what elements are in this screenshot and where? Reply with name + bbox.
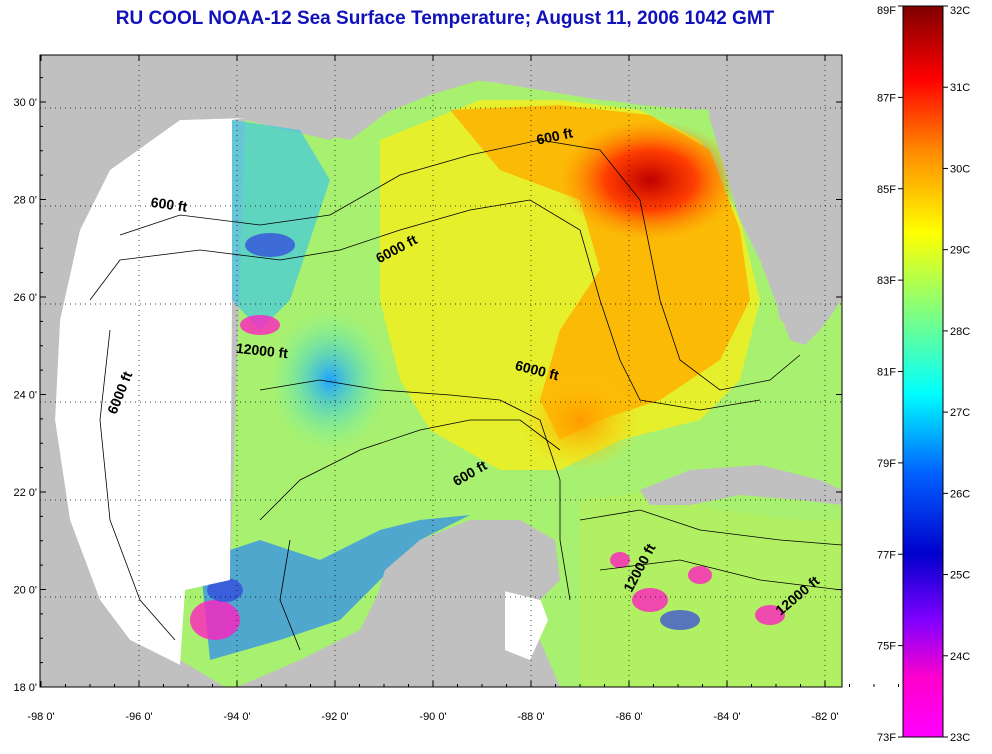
land-cuba [640, 465, 842, 505]
colorbar-c-label: 27C [950, 407, 970, 419]
colorbar-f-label: 77F [877, 549, 896, 561]
lon-tick-label: -88 0' [517, 711, 544, 723]
cool-coast [200, 515, 470, 660]
cool-eddy [270, 310, 390, 450]
colorbar-c-label: 31C [950, 82, 970, 94]
colorbar-f-label: 75F [877, 641, 896, 653]
lat-tick-label: 24 0' [13, 390, 37, 402]
grid-lines [40, 55, 842, 687]
contour-label: 600 ft [535, 124, 574, 147]
lon-tick-label: -84 0' [713, 711, 740, 723]
bathymetry-contours [89, 139, 842, 651]
colorbar-c-label: 23C [950, 732, 970, 744]
lat-tick-label: 22 0' [13, 487, 37, 499]
warm-loop [520, 370, 640, 470]
contour-label: 600 ft [150, 194, 189, 215]
map-title: RU COOL NOAA-12 Sea Surface Temperature;… [115, 8, 775, 29]
blue-cloud-patches [207, 233, 700, 630]
lon-tick-label: -82 0' [811, 711, 838, 723]
colorbar-f-label: 83F [877, 275, 896, 287]
contour-label: 12000 ft [235, 340, 289, 361]
lat-tick-label: 20 0' [13, 585, 37, 597]
colorbar-c-label: 24C [950, 651, 970, 663]
cool-strip [232, 120, 330, 330]
colorbar-c-label: 26C [950, 488, 970, 500]
lon-tick-labels: -98 0' -96 0' -94 0' -92 0' -90 0' -88 0' -86 … [27, 55, 937, 723]
lat-tick-label: 28 0' [13, 195, 37, 207]
lon-tick-label: -86 0' [615, 711, 642, 723]
lon-tick-label: -98 0' [27, 711, 54, 723]
plot-area [40, 55, 842, 687]
lon-tick-label: -94 0' [223, 711, 250, 723]
colorbar-f-label: 79F [877, 458, 896, 470]
lon-tick-label: -90 0' [419, 711, 446, 723]
lat-tick-labels: 30 0' 28 0' 26 0' 24 0' 22 0' 20 0' 18 0' [13, 77, 842, 694]
colorbar-f-label: 85F [877, 184, 896, 196]
nodata-yucatan [505, 585, 548, 660]
colorbar-c-label: 29C [950, 245, 970, 257]
colorbar [902, 5, 944, 738]
lon-tick-label: -92 0' [321, 711, 348, 723]
colorbar-f-labels: 89F 87F 85F 83F 81F 79F 77F 75F 73F [877, 5, 903, 744]
hotspot-zone [560, 120, 740, 240]
colorbar-f-label: 81F [877, 367, 896, 379]
lat-tick-label: 18 0' [13, 682, 37, 694]
colorbar-c-labels: 32C 31C 30C 29C 28C 27C 26C 25C 24C 23C [943, 5, 970, 744]
lon-tick-label: -96 0' [125, 711, 152, 723]
colorbar-f-label: 89F [877, 5, 896, 17]
colorbar-f-label: 87F [877, 92, 896, 104]
land-yucatan [370, 520, 560, 650]
lat-tick-label: 30 0' [13, 97, 37, 109]
colorbar-c-label: 32C [950, 5, 970, 17]
lat-tick-label: 26 0' [13, 292, 37, 304]
colorbar-f-label: 73F [877, 732, 896, 744]
colorbar-c-label: 25C [950, 570, 970, 582]
land-florida [700, 55, 842, 345]
nodata-west [55, 118, 245, 665]
colorbar-c-label: 30C [950, 163, 970, 175]
plot-frame [39, 54, 843, 688]
land-north-coast [40, 55, 700, 687]
colorbar-c-label: 28C [950, 326, 970, 338]
